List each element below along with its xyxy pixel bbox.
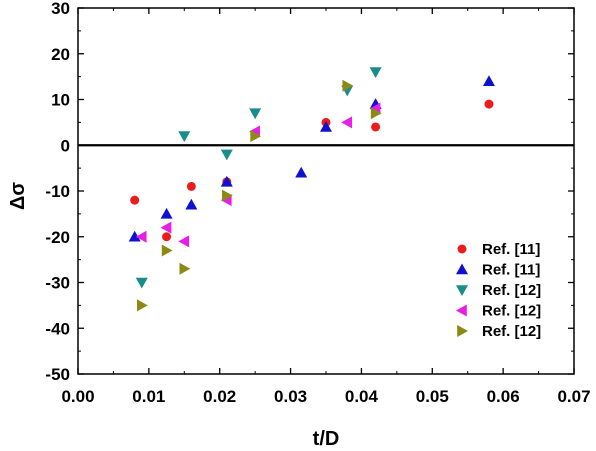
- data-point: [342, 79, 354, 92]
- y-tick-label: 0: [61, 136, 70, 155]
- y-tick-label: 20: [51, 45, 70, 64]
- x-tick-label: 0.01: [132, 387, 165, 406]
- data-point: [160, 207, 173, 219]
- x-tick-label: 0.00: [61, 387, 94, 406]
- x-tick-label: 0.07: [557, 387, 590, 406]
- y-tick-label: 30: [51, 0, 70, 18]
- legend-entry: Ref. [11]: [457, 241, 540, 258]
- legend-marker: [456, 304, 467, 317]
- data-point: [178, 235, 190, 248]
- y-tick-label: -20: [45, 228, 70, 247]
- data-point: [135, 277, 148, 289]
- x-tick-label: 0.04: [345, 387, 379, 406]
- legend-label: Ref. [12]: [482, 303, 541, 320]
- data-point: [222, 189, 233, 202]
- legend-label: Ref. [12]: [482, 282, 541, 299]
- series-2-triangle-up: [128, 75, 495, 242]
- data-point: [320, 120, 332, 132]
- data-point: [295, 166, 308, 178]
- series-5-triangle-right: [136, 79, 382, 312]
- y-tick-label: 10: [51, 91, 70, 110]
- data-point: [160, 221, 172, 234]
- data-point: [220, 175, 233, 187]
- legend-entry: Ref. [12]: [457, 323, 541, 340]
- data-point: [220, 149, 233, 161]
- legend-entry: Ref. [12]: [456, 303, 541, 320]
- y-tick-label: -30: [45, 274, 70, 293]
- data-point: [185, 198, 198, 210]
- axes: 0.00 0.01 0.02 0.03 0.04 0.05 0.06 0.07 -50 -40 -3…: [45, 0, 590, 406]
- legend-label: Ref. [11]: [482, 241, 540, 258]
- y-tick-label: -40: [45, 319, 70, 338]
- x-tick-label: 0.02: [203, 387, 236, 406]
- legend-label: Ref. [12]: [482, 323, 541, 340]
- data-point: [371, 122, 381, 132]
- data-point: [161, 244, 173, 257]
- y-tick-label: -50: [45, 365, 70, 384]
- data-point: [179, 262, 191, 275]
- data-point: [136, 299, 148, 312]
- data-point: [130, 195, 140, 205]
- data-point: [186, 181, 196, 191]
- legend-marker: [457, 244, 467, 254]
- series-3-triangle-down: [135, 67, 382, 289]
- legend-marker: [456, 263, 468, 275]
- data-point: [482, 75, 495, 86]
- series-1-circle: [130, 99, 494, 242]
- x-tick-label: 0.06: [487, 387, 520, 406]
- data-point: [370, 107, 382, 120]
- data-point: [162, 232, 172, 242]
- x-tick-label: 0.03: [274, 387, 307, 406]
- data-point: [135, 230, 147, 243]
- legend-entry: Ref. [12]: [456, 282, 541, 299]
- data-point: [249, 108, 262, 120]
- legend: Ref. [11] Ref. [11] Ref. [12] Ref. [12] Ref.…: [456, 241, 541, 340]
- data-point: [484, 99, 494, 109]
- data-point: [250, 130, 262, 143]
- data-point: [369, 67, 382, 79]
- data-points: [128, 67, 495, 312]
- legend-entry: Ref. [11]: [456, 262, 540, 279]
- legend-marker: [456, 285, 468, 296]
- legend-label: Ref. [11]: [482, 262, 540, 279]
- data-point: [341, 116, 353, 129]
- data-point: [128, 230, 141, 242]
- x-tick-label: 0.05: [416, 387, 449, 406]
- data-point: [178, 131, 191, 143]
- series-4-triangle-left: [135, 102, 381, 248]
- y-tick-label: -10: [45, 182, 70, 201]
- legend-marker: [457, 325, 468, 337]
- y-axis-title: Δσ: [7, 182, 29, 210]
- x-axis-title: t/D: [313, 428, 340, 450]
